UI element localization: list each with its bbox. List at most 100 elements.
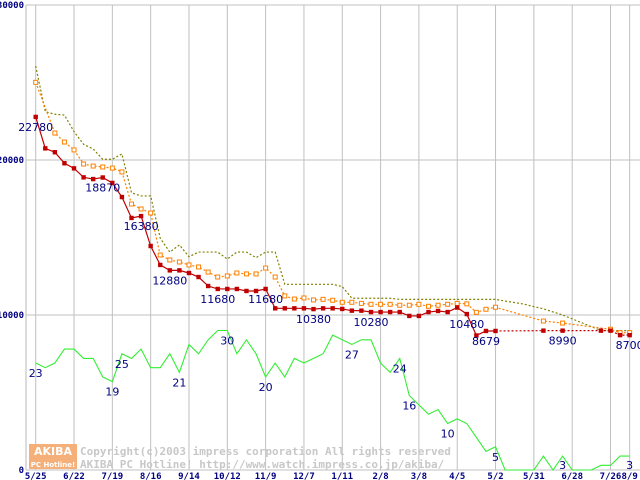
data-point-marker bbox=[205, 269, 211, 275]
data-point-marker bbox=[282, 293, 288, 299]
data-point-marker bbox=[359, 308, 364, 313]
data-point-marker bbox=[224, 273, 230, 279]
data-point-marker bbox=[273, 306, 278, 311]
x-tick-label: 2/8 bbox=[372, 472, 388, 480]
data-point-marker bbox=[435, 302, 441, 308]
data-point-marker bbox=[397, 309, 402, 315]
data-point-marker bbox=[426, 309, 431, 315]
data-point-marker bbox=[416, 301, 422, 307]
data-point-marker bbox=[81, 161, 87, 167]
data-point-marker bbox=[378, 301, 384, 307]
data-point-marker bbox=[301, 295, 307, 301]
data-point-marker bbox=[292, 306, 297, 311]
data-point-marker bbox=[138, 213, 144, 219]
data-point-marker bbox=[234, 270, 240, 276]
price-value-label: 11680 bbox=[248, 293, 283, 306]
data-point-marker bbox=[253, 271, 259, 277]
data-point-marker bbox=[148, 243, 153, 249]
value-labels: 22780 18870 16380 12880 11680 11680 10380 10280… bbox=[18, 121, 640, 472]
price-value-label: 10280 bbox=[354, 316, 389, 329]
data-point-marker bbox=[263, 286, 268, 292]
data-point-marker bbox=[215, 286, 220, 292]
x-tick-label: 6/22 bbox=[63, 472, 85, 480]
x-tick-label: 1/11 bbox=[331, 472, 353, 480]
data-point-marker bbox=[627, 332, 632, 338]
data-point-marker bbox=[62, 161, 67, 166]
data-point-marker bbox=[493, 328, 498, 334]
data-point-marker bbox=[243, 271, 249, 277]
count-value-label: 16 bbox=[402, 400, 416, 413]
data-point-marker bbox=[167, 268, 173, 273]
data-point-marker bbox=[493, 304, 499, 310]
count-value-label: 21 bbox=[172, 376, 186, 389]
count-value-label: 24 bbox=[393, 362, 407, 375]
data-point-marker bbox=[311, 297, 317, 303]
data-point-marker bbox=[263, 265, 269, 271]
data-point-marker bbox=[464, 301, 470, 307]
count-value-label: 25 bbox=[115, 358, 129, 371]
data-point-marker bbox=[330, 297, 336, 303]
data-point-marker bbox=[435, 308, 441, 314]
data-point-marker bbox=[464, 311, 469, 317]
data-point-marker bbox=[110, 180, 115, 186]
data-point-marker bbox=[387, 301, 393, 307]
data-point-marker bbox=[52, 130, 58, 136]
price-value-label: 18870 bbox=[85, 182, 120, 195]
data-point-marker bbox=[560, 320, 566, 326]
data-point-marker bbox=[71, 147, 77, 153]
count-value-label: 3 bbox=[626, 459, 633, 472]
data-point-marker bbox=[215, 274, 221, 280]
data-point-marker bbox=[358, 300, 364, 306]
data-point-marker bbox=[167, 257, 173, 263]
data-point-marker bbox=[234, 286, 240, 292]
data-point-marker bbox=[33, 114, 38, 120]
count-value-label: 20 bbox=[259, 381, 273, 394]
data-point-marker bbox=[340, 306, 345, 312]
data-point-marker bbox=[205, 283, 211, 289]
data-point-marker bbox=[540, 318, 546, 324]
x-tick-label: 7/26 bbox=[600, 472, 622, 480]
data-point-marker bbox=[320, 296, 326, 302]
data-point-marker bbox=[455, 305, 460, 310]
data-point-marker bbox=[71, 166, 77, 171]
series-line bbox=[35, 82, 630, 334]
count-value-label: 30 bbox=[220, 335, 234, 348]
data-point-marker bbox=[176, 259, 182, 265]
y-tick-label: 10000 bbox=[0, 311, 24, 321]
data-point-marker bbox=[339, 299, 345, 305]
series-line bbox=[35, 65, 630, 332]
data-point-marker bbox=[378, 309, 383, 315]
series-average-price bbox=[33, 79, 633, 336]
data-point-marker bbox=[445, 301, 451, 307]
price-value-label: 11680 bbox=[200, 293, 235, 306]
data-point-marker bbox=[157, 252, 163, 258]
data-point-marker bbox=[349, 308, 355, 313]
data-point-marker bbox=[387, 309, 393, 315]
grid bbox=[25, 4, 640, 471]
count-value-label: 23 bbox=[29, 367, 43, 380]
price-value-label: 10380 bbox=[296, 313, 331, 326]
data-point-marker bbox=[598, 328, 604, 333]
logo-text-top: AKIBA bbox=[34, 445, 73, 458]
x-tick-label: 8/16 bbox=[140, 472, 162, 480]
data-point-marker bbox=[541, 328, 546, 333]
y-tick-label: 0 bbox=[19, 466, 24, 476]
price-value-label: 22780 bbox=[18, 121, 53, 134]
data-point-marker bbox=[320, 306, 326, 311]
data-point-marker bbox=[301, 306, 307, 311]
data-point-marker bbox=[244, 288, 249, 294]
data-point-marker bbox=[560, 328, 565, 333]
data-point-marker bbox=[445, 309, 450, 315]
data-point-marker bbox=[608, 328, 613, 333]
x-tick-label: 5/25 bbox=[25, 472, 47, 480]
data-point-marker bbox=[109, 165, 115, 171]
data-point-marker bbox=[100, 164, 106, 170]
data-point-marker bbox=[186, 262, 192, 268]
data-point-marker bbox=[282, 306, 287, 311]
data-point-marker bbox=[425, 303, 431, 309]
count-value-label: 10 bbox=[441, 428, 455, 441]
